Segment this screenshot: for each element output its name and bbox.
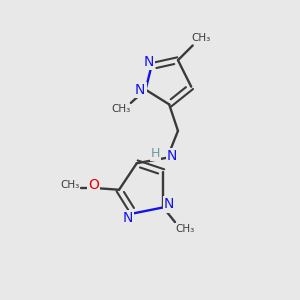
Text: O: O: [88, 178, 99, 192]
Text: CH₃: CH₃: [112, 104, 131, 114]
Text: N: N: [135, 82, 146, 97]
Text: CH₃: CH₃: [60, 180, 80, 190]
Text: H: H: [151, 147, 160, 160]
Text: N: N: [123, 211, 133, 225]
Text: CH₃: CH₃: [176, 224, 195, 234]
Text: N: N: [167, 149, 177, 163]
Text: CH₃: CH₃: [191, 33, 211, 43]
Text: N: N: [144, 55, 154, 69]
Text: N: N: [164, 197, 174, 212]
